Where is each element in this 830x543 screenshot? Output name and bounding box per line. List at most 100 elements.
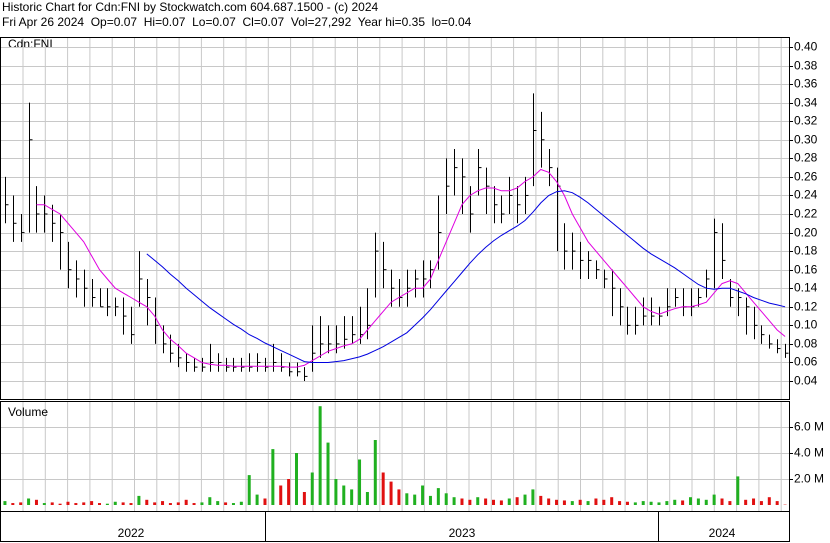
volume-bar <box>515 497 519 505</box>
y-tick-label: 4.0 M <box>794 446 824 460</box>
x-tick-label: 2022 <box>118 526 145 540</box>
volume-bar <box>176 502 180 505</box>
volume-bar <box>58 503 62 505</box>
volume-bar <box>736 476 740 505</box>
volume-bar <box>137 495 141 505</box>
volume-bar <box>452 497 456 505</box>
volume-label: Volume <box>8 405 48 419</box>
y-tick-label: 0.34 <box>794 96 818 110</box>
volume-bar <box>704 499 708 505</box>
volume-bar <box>625 501 629 505</box>
volume-bar <box>192 503 196 505</box>
volume-bar <box>342 485 346 505</box>
volume-bar <box>618 501 622 505</box>
time-grid <box>22 38 782 511</box>
volume-bar <box>318 406 322 505</box>
volume-bar <box>42 503 46 505</box>
volume-bar <box>271 449 275 505</box>
y-tick-label: 0.36 <box>794 77 818 91</box>
volume-bar <box>712 494 716 505</box>
volume-bar <box>436 488 440 505</box>
time-axis <box>0 511 790 542</box>
volume-bar <box>539 495 543 505</box>
y-tick-label: 0.08 <box>794 337 818 351</box>
volume-bar <box>665 501 669 505</box>
volume-bar <box>413 494 417 505</box>
volume-bar <box>728 501 732 505</box>
y-tick-label: 0.12 <box>794 300 818 314</box>
price-panel <box>0 37 790 400</box>
y-tick-label: 0.14 <box>794 281 818 295</box>
volume-bar <box>310 472 314 505</box>
volume-bar <box>594 498 598 505</box>
volume-bar <box>224 502 228 505</box>
volume-bar <box>82 502 86 505</box>
volume-bar <box>547 498 551 505</box>
x-tick-label: 2023 <box>449 526 476 540</box>
volume-bar <box>767 497 771 505</box>
y-tick-label: 0.04 <box>794 374 818 388</box>
volume-bar <box>460 498 464 505</box>
y-tick-label: 0.28 <box>794 151 818 165</box>
volume-bar <box>50 502 54 505</box>
volume-bar <box>184 499 188 505</box>
volume-bar <box>641 501 645 505</box>
volume-bar <box>381 472 385 505</box>
volume-bar <box>752 498 756 505</box>
y-tick-label: 0.30 <box>794 133 818 147</box>
symbol-label: Cdn:FNI <box>8 37 53 51</box>
volume-bar <box>247 475 251 505</box>
volume-bar <box>531 489 535 505</box>
volume-bar <box>759 501 763 505</box>
y-tick-label: 0.22 <box>794 207 818 221</box>
volume-bar <box>468 499 472 505</box>
y-tick-label: 0.26 <box>794 170 818 184</box>
volume-bar <box>444 493 448 505</box>
x-tick-label: 2024 <box>709 526 736 540</box>
volume-bar <box>90 501 94 505</box>
volume-bar <box>365 492 369 505</box>
volume-bar <box>34 499 38 505</box>
moving-average <box>36 168 786 368</box>
volume-bar <box>428 495 432 505</box>
volume-bar <box>499 500 503 505</box>
volume-bar <box>775 501 779 505</box>
volume-bar <box>200 502 204 505</box>
volume-bar <box>689 497 692 505</box>
volume-bar <box>578 499 582 505</box>
volume-bar <box>74 503 78 505</box>
y-tick-label: 0.06 <box>794 355 818 369</box>
y-tick-label: 0.40 <box>794 40 818 54</box>
volume-bar <box>153 502 157 505</box>
volume-bar <box>673 499 677 505</box>
volume-bar <box>255 494 259 505</box>
volume-bar <box>98 503 101 505</box>
y-tick-label: 0.10 <box>794 318 818 332</box>
y-tick-label: 0.32 <box>794 114 818 128</box>
volume-bar <box>421 485 425 505</box>
y-tick-label: 0.38 <box>794 59 818 73</box>
volume-bar <box>610 497 614 505</box>
volume-bar <box>302 492 306 505</box>
volume-bar <box>105 503 109 505</box>
volume-bar <box>633 502 637 505</box>
y-tick-label: 0.20 <box>794 226 818 240</box>
volume-bar <box>649 501 653 505</box>
volume-bar <box>586 501 590 505</box>
volume-bar <box>744 499 748 505</box>
volume-bar <box>397 489 401 505</box>
volume-bar <box>326 442 330 505</box>
volume-bar <box>373 440 377 505</box>
volume-bar <box>602 499 606 505</box>
volume-bar <box>570 501 574 505</box>
volume-bar <box>27 498 31 505</box>
volume-bar <box>19 502 23 505</box>
volume-bar <box>295 453 298 505</box>
chart-subtitle: Fri Apr 26 2024 Op=0.07 Hi=0.07 Lo=0.07 … <box>2 15 472 29</box>
volume-bar <box>507 498 511 505</box>
volume-bar <box>523 494 527 505</box>
chart-title: Historic Chart for Cdn:FNI by Stockwatch… <box>2 0 378 14</box>
volume-bar <box>231 503 235 505</box>
